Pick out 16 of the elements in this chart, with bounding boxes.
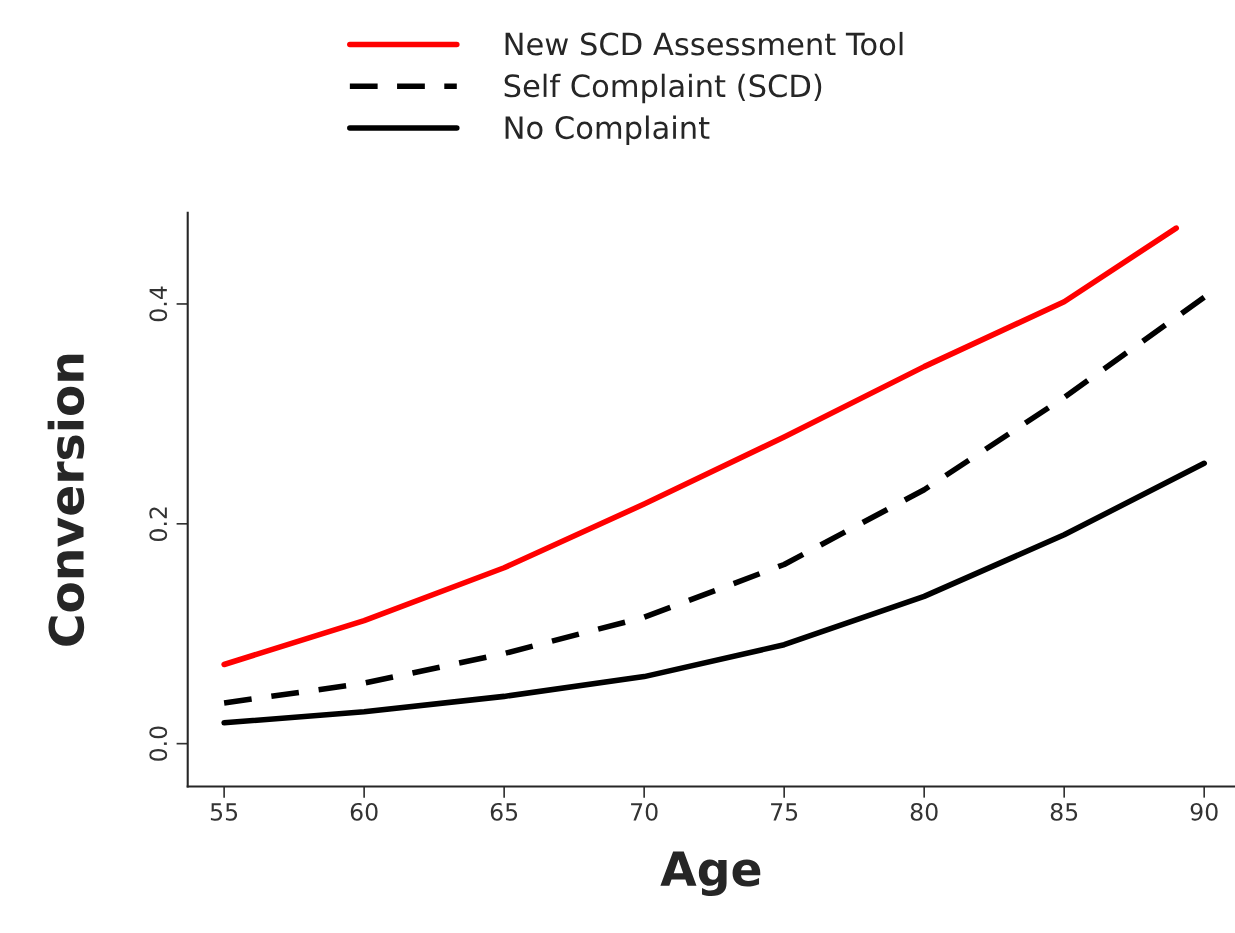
x-tick-label: 70 xyxy=(631,802,658,821)
y-tick-label: 0.4 xyxy=(149,286,168,322)
legend-label: Self Complaint (SCD) xyxy=(504,73,822,104)
legend-label: No Complaint xyxy=(505,115,710,146)
x-tick-label: 85 xyxy=(1050,802,1078,821)
y-tick-label: 0.0 xyxy=(149,726,168,761)
legend-label: New SCD Assessment Tool xyxy=(505,31,903,56)
x-tick-label: 75 xyxy=(771,803,798,821)
x-axis-title: Age xyxy=(660,851,761,897)
y-tick-label: 0.2 xyxy=(149,507,168,542)
x-tick-label: 60 xyxy=(350,802,378,821)
x-tick-label: 55 xyxy=(210,803,238,821)
y-axis-title: Conversion xyxy=(47,354,85,646)
x-tick-label: 90 xyxy=(1190,802,1218,821)
x-tick-label: 65 xyxy=(490,802,518,821)
x-tick-label: 80 xyxy=(910,802,938,821)
